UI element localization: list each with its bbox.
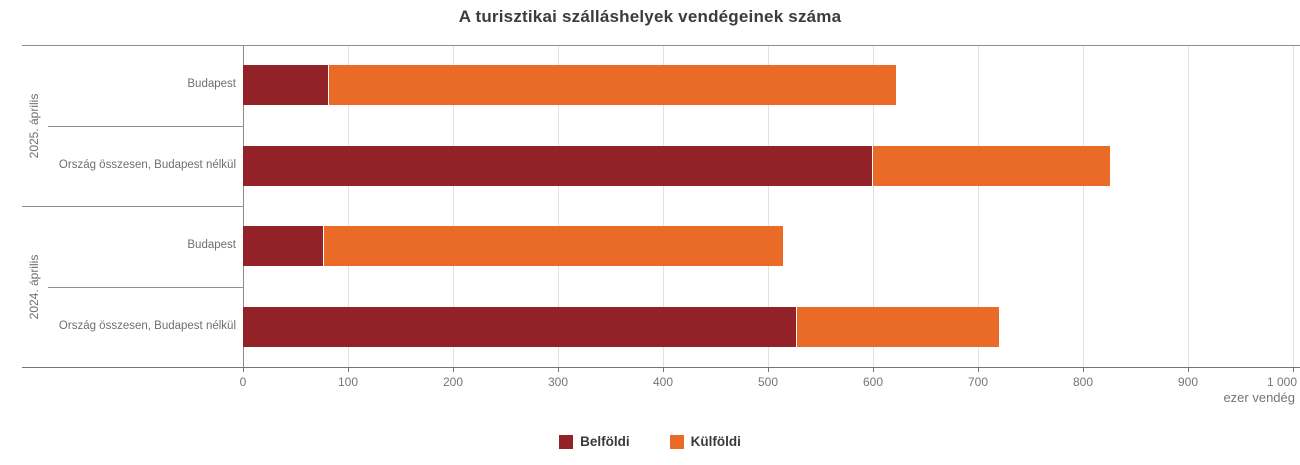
legend-item-belföldi[interactable]: Belföldi <box>559 434 630 449</box>
legend: Belföldi Külföldi <box>0 434 1300 449</box>
legend-swatch-icon <box>669 434 684 449</box>
gridline <box>348 45 349 367</box>
x-tick-label: 500 <box>757 375 779 389</box>
row-label: Budapest <box>187 78 236 91</box>
legend-label: Belföldi <box>580 434 630 449</box>
legend-swatch-icon <box>559 434 574 449</box>
gridline <box>1083 45 1084 367</box>
bar-segment-külföldi <box>323 226 783 267</box>
y-axis-line <box>243 45 244 367</box>
bar-segment-belföldi <box>243 65 330 106</box>
bar-segment-belföldi <box>243 145 873 186</box>
gridline <box>768 45 769 367</box>
x-axis-tick <box>978 367 979 372</box>
group-separator <box>22 206 243 207</box>
x-tick-label: 800 <box>1072 375 1094 389</box>
x-axis-tick <box>243 367 244 372</box>
x-tick-label: 400 <box>652 375 674 389</box>
row-separator <box>48 286 243 288</box>
gridline <box>873 45 874 367</box>
x-axis-tick <box>663 367 664 372</box>
group-label: 2025. április <box>27 93 41 158</box>
bar-segment-belföldi <box>243 306 798 347</box>
gridline <box>558 45 559 367</box>
gridline <box>978 45 979 367</box>
gridline <box>663 45 664 367</box>
legend-item-külföldi[interactable]: Külföldi <box>669 434 741 449</box>
gridline <box>453 45 454 367</box>
x-axis-tick <box>453 367 454 372</box>
bar-segment-külföldi <box>329 65 897 106</box>
x-tick-label: 100 <box>337 375 359 389</box>
chart-title: A turisztikai szálláshelyek vendégeinek … <box>458 7 842 26</box>
x-axis-tick <box>1293 367 1294 372</box>
gridline <box>1188 45 1189 367</box>
bar-segment-külföldi <box>797 306 999 347</box>
row-label: Ország összesen, Budapest nélkül <box>58 319 236 332</box>
bar-segment-külföldi <box>873 145 1111 186</box>
x-tick-label: 900 <box>1177 375 1199 389</box>
x-axis-tick <box>348 367 349 372</box>
x-axis-tick <box>1083 367 1084 372</box>
x-axis-tick <box>873 367 874 372</box>
gridline <box>1293 45 1294 367</box>
x-axis-tick <box>1188 367 1189 372</box>
x-axis-tick <box>768 367 769 372</box>
row-separator <box>48 125 243 127</box>
group-label: 2024. április <box>27 254 41 319</box>
row-label: Ország összesen, Budapest nélkül <box>58 158 236 171</box>
x-axis-line <box>22 367 1300 368</box>
x-tick-label: 700 <box>967 375 989 389</box>
x-tick-label: 1 000 <box>1266 375 1297 389</box>
x-axis-tick <box>558 367 559 372</box>
x-tick-label: 200 <box>442 375 464 389</box>
x-tick-label: 600 <box>862 375 884 389</box>
plot-top-border <box>22 45 1300 46</box>
x-tick-label: 0 <box>239 375 247 389</box>
bar-segment-belföldi <box>243 226 324 267</box>
x-tick-label: 300 <box>547 375 569 389</box>
x-axis-unit-label: ezer vendég <box>1223 390 1295 405</box>
row-label: Budapest <box>187 239 236 252</box>
legend-label: Külföldi <box>690 434 741 449</box>
